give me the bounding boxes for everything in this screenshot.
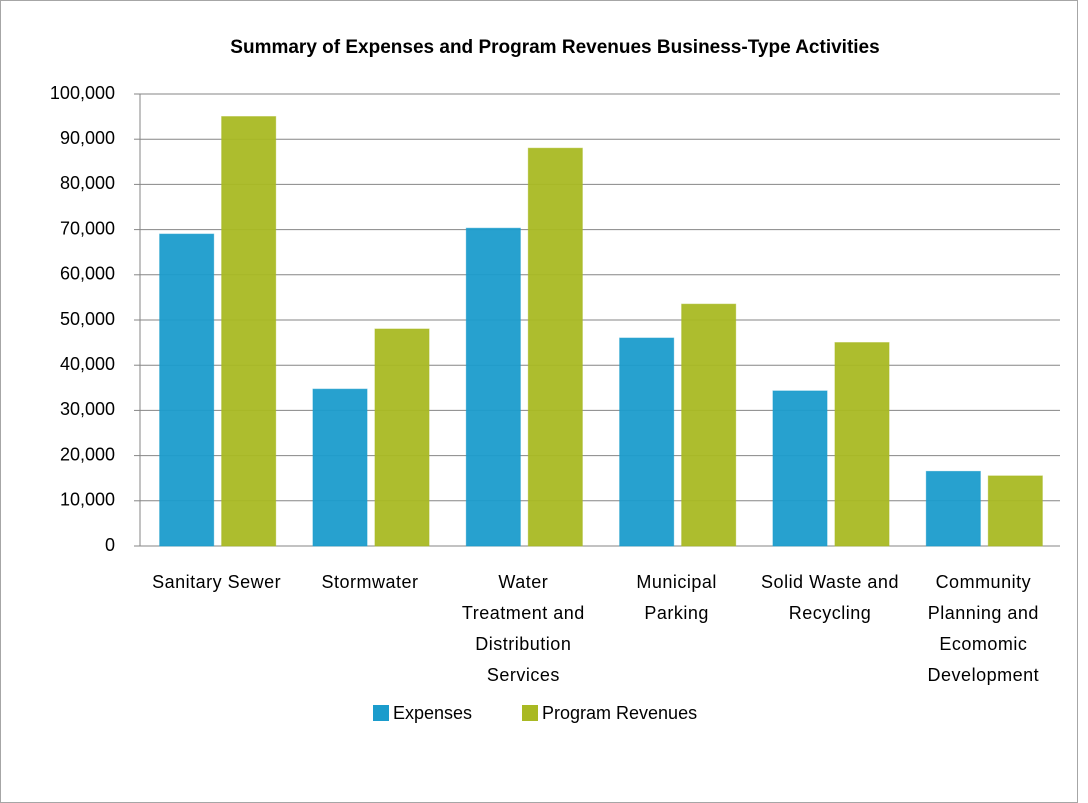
y-tick-label: 50,000 <box>60 309 115 329</box>
bar <box>834 342 890 547</box>
x-tick-label: Community Planning and Ecomomic Developm… <box>927 572 1040 685</box>
bar <box>221 116 277 547</box>
y-tick-label: 0 <box>105 535 115 555</box>
y-tick-label: 20,000 <box>60 444 115 464</box>
y-tick-label: 70,000 <box>60 218 115 238</box>
x-tick-label: Municipal Parking <box>636 572 717 623</box>
legend-label: Expenses <box>393 703 472 723</box>
bar <box>374 328 430 547</box>
y-tick-label: 30,000 <box>60 399 115 419</box>
bar <box>681 303 737 547</box>
x-tick-label: Sanitary Sewer <box>152 572 282 592</box>
y-tick-label: 60,000 <box>60 264 115 284</box>
y-tick-label: 40,000 <box>60 354 115 374</box>
legend-swatch <box>373 705 389 721</box>
y-tick-label: 100,000 <box>50 83 115 103</box>
bar <box>987 475 1043 547</box>
x-tick-label: Solid Waste and Recycling <box>761 572 899 623</box>
bar <box>312 388 368 547</box>
x-tick-label: Stormwater <box>321 572 419 592</box>
y-tick-label: 90,000 <box>60 128 115 148</box>
chart-title: Summary of Expenses and Program Revenues… <box>230 37 879 58</box>
bar <box>925 470 981 547</box>
y-tick-label: 80,000 <box>60 173 115 193</box>
bar <box>619 337 675 547</box>
bar <box>465 227 521 547</box>
legend-swatch <box>522 705 538 721</box>
x-tick-label: Water Treatment and Distribution Service… <box>461 572 585 685</box>
y-tick-label: 10,000 <box>60 490 115 510</box>
bar <box>159 233 215 547</box>
bar <box>772 390 828 547</box>
legend-label: Program Revenues <box>542 703 697 723</box>
bar <box>527 147 583 547</box>
